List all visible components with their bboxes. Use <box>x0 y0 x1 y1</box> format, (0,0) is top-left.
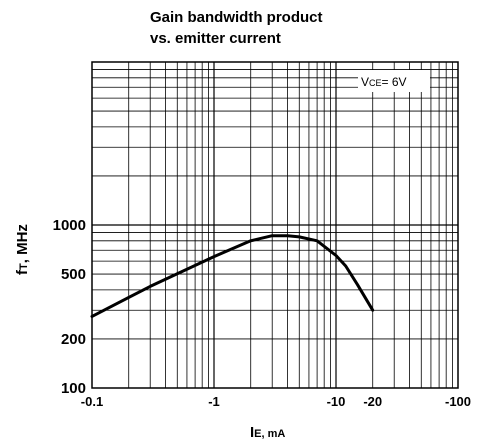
plot-frame <box>91 61 459 389</box>
x-tick-labels: -0.1 -1 -10 -20 -100 <box>81 394 471 409</box>
vce-annotation: VCE= 6V <box>358 70 430 92</box>
x-tick-label: -20 <box>363 394 382 409</box>
x-tick-label: -10 <box>327 394 346 409</box>
y-tick-label: 200 <box>61 331 86 348</box>
chart-title-line1: Gain bandwidth product <box>150 9 323 26</box>
x-tick-label: -0.1 <box>81 394 103 409</box>
y-tick-label: 500 <box>61 266 86 283</box>
grid <box>92 62 458 388</box>
x-tick-label: -1 <box>208 394 220 409</box>
series-line <box>90 234 375 318</box>
y-axis-label: fT, MHz <box>14 224 31 275</box>
x-axis-label-sub: E, mA <box>254 428 285 440</box>
y-tick-label: 1000 <box>53 217 86 234</box>
x-tick-label: -100 <box>445 394 471 409</box>
annotation-value: = 6V <box>382 75 407 89</box>
y-axis-label-sub: T <box>18 263 30 270</box>
y-axis-label-main: f <box>14 269 31 275</box>
y-tick-labels: 100 200 500 1000 <box>53 217 86 397</box>
annotation-subscript: CE <box>369 78 382 88</box>
x-axis-label: IE, mA <box>250 424 285 441</box>
y-axis-label-unit: , MHz <box>14 224 31 263</box>
svg-text:VCE= 6V: VCE= 6V <box>361 75 407 89</box>
chart-title-line2: vs. emitter current <box>150 30 281 47</box>
y-tick-label: 100 <box>61 380 86 397</box>
x-axis-label-main: I <box>250 424 254 441</box>
series-group <box>90 234 375 318</box>
annotation-prefix: V <box>361 75 369 89</box>
